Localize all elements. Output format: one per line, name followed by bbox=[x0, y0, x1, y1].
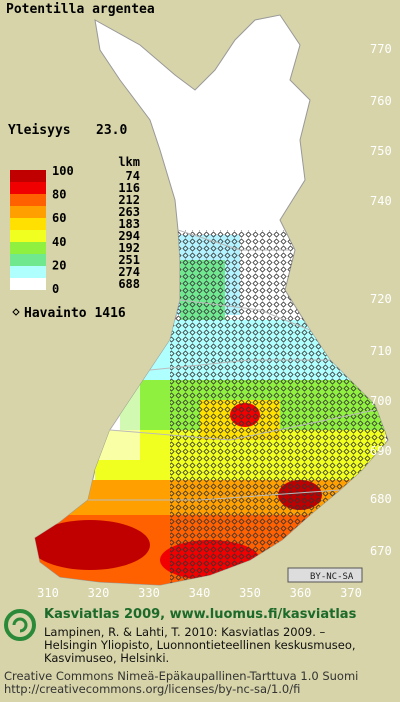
frequency-value: 23.0 bbox=[96, 123, 127, 138]
legend-count: 263 bbox=[118, 205, 140, 219]
legend-swatch bbox=[10, 242, 46, 254]
northing-label: 690 bbox=[370, 444, 392, 458]
legend-count: 212 bbox=[118, 193, 140, 207]
legend-count: 74 bbox=[126, 169, 140, 183]
license-line: Creative Commons Nimeä-Epäkaupallinen-Ta… bbox=[4, 669, 358, 683]
license-line: http://creativecommons.org/licenses/by-n… bbox=[4, 682, 300, 696]
northing-label: 710 bbox=[370, 344, 392, 358]
license-badge: BY-NC-SA bbox=[310, 572, 354, 582]
legend-count: 116 bbox=[118, 181, 140, 195]
legend-swatch bbox=[10, 170, 46, 182]
legend-label: 40 bbox=[52, 235, 66, 249]
count-header: lkm bbox=[118, 155, 140, 169]
region-borders bbox=[88, 229, 376, 501]
frequency-label: Yleisyys bbox=[8, 123, 71, 138]
legend-swatch bbox=[10, 218, 46, 230]
citation-line: Helsingin Yliopisto, Luonnontieteellinen… bbox=[44, 638, 356, 652]
legend-count: 192 bbox=[118, 241, 140, 255]
legend-swatch bbox=[10, 206, 46, 218]
legend-count: 688 bbox=[118, 277, 140, 291]
observation-symbol bbox=[12, 308, 20, 316]
easting-label: 350 bbox=[239, 586, 261, 600]
legend-count: 274 bbox=[118, 265, 140, 279]
footer: Kasviatlas 2009, www.luomus.fi/kasviatla… bbox=[4, 607, 358, 696]
legend-label: 60 bbox=[52, 211, 66, 225]
northing-label: 770 bbox=[370, 42, 392, 56]
legend-label: 0 bbox=[52, 282, 59, 296]
legend-count: 251 bbox=[118, 253, 140, 267]
legend-label: 20 bbox=[52, 258, 66, 272]
legend-swatch bbox=[10, 182, 46, 194]
citation-line: Lampinen, R. & Lahti, T. 2010: Kasviatla… bbox=[44, 625, 326, 639]
title: Potentilla argentea bbox=[6, 2, 155, 17]
citation-line: Kasvimuseo, Helsinki. bbox=[44, 651, 169, 665]
easting-label: 330 bbox=[138, 586, 160, 600]
easting-label: 310 bbox=[37, 586, 59, 600]
legend-label: 80 bbox=[52, 188, 66, 202]
northing-label: 740 bbox=[370, 194, 392, 208]
legend-swatch bbox=[10, 266, 46, 278]
easting-label: 320 bbox=[88, 586, 110, 600]
northing-label: 720 bbox=[370, 292, 392, 306]
legend-label: 100 bbox=[52, 164, 74, 178]
northing-label: 750 bbox=[370, 144, 392, 158]
northing-label: 760 bbox=[370, 94, 392, 108]
legend-count: 183 bbox=[118, 217, 140, 231]
easting-label: 370 bbox=[340, 586, 362, 600]
legend-swatch bbox=[10, 194, 46, 206]
northing-label: 700 bbox=[370, 394, 392, 408]
license-badge-box bbox=[287, 567, 363, 583]
legend-count: 294 bbox=[118, 229, 140, 243]
legend-swatch bbox=[10, 230, 46, 242]
easting-label: 360 bbox=[290, 586, 312, 600]
logo bbox=[4, 609, 36, 641]
legend-swatch bbox=[10, 278, 46, 290]
easting-label: 340 bbox=[189, 586, 211, 600]
site-link: Kasviatlas 2009, www.luomus.fi/kasviatla… bbox=[44, 607, 357, 622]
observation-count: Havainto 1416 bbox=[24, 306, 126, 321]
legend-swatch bbox=[10, 254, 46, 266]
northing-label: 670 bbox=[370, 544, 392, 558]
northing-label: 680 bbox=[370, 492, 392, 506]
